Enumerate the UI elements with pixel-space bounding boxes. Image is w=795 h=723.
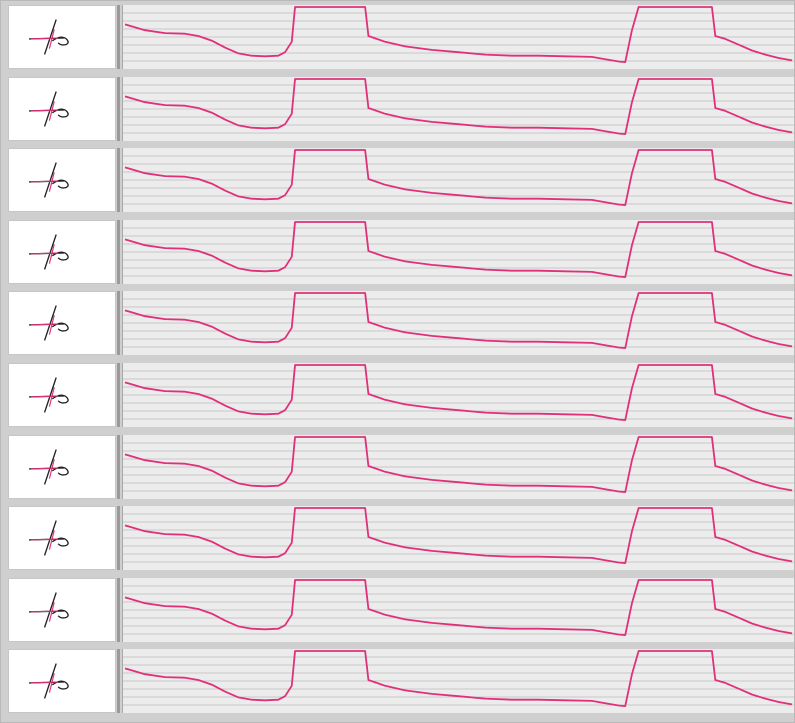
signature-overlay-stroke [30, 673, 59, 694]
signature-icon [29, 19, 69, 55]
signature-icon [29, 448, 69, 485]
signature-stroke [29, 448, 69, 485]
signature-row [5, 76, 794, 141]
pressure-chart [123, 77, 794, 135]
signature-icon [29, 90, 69, 127]
pressure-chart [123, 149, 794, 207]
row-divider [117, 76, 120, 141]
signature-icon [29, 305, 69, 342]
pressure-plot [122, 506, 794, 571]
pressure-chart [123, 507, 794, 565]
signature-row [5, 5, 794, 69]
pressure-plot [122, 76, 794, 141]
row-divider [117, 434, 120, 499]
row-divider [117, 649, 120, 714]
signature-thumbnail [8, 148, 116, 213]
series-line [124, 77, 793, 135]
row-divider [117, 219, 120, 284]
pressure-plot [122, 5, 794, 69]
pressure-chart [123, 650, 794, 708]
signature-row [5, 434, 794, 499]
series-line [124, 220, 793, 278]
signature-stroke [29, 90, 69, 127]
signature-overlay-stroke [30, 458, 59, 479]
pressure-plot [122, 363, 794, 427]
series-line [124, 6, 793, 63]
signature-thumbnail [8, 76, 116, 141]
row-divider [117, 291, 120, 356]
pressure-chart [123, 6, 794, 63]
signature-row [5, 649, 794, 714]
pressure-plot [122, 577, 794, 642]
series-line [124, 435, 793, 493]
signature-thumbnail [8, 363, 116, 427]
series-line [124, 149, 793, 207]
signature-overlay-stroke [30, 387, 59, 407]
pressure-plot [122, 148, 794, 213]
series-line [124, 364, 793, 421]
signature-overlay-stroke [30, 29, 59, 49]
signature-row [5, 291, 794, 356]
signature-row [5, 148, 794, 213]
signature-overlay-stroke [30, 315, 59, 336]
signature-stroke [29, 592, 69, 628]
pressure-plot [122, 649, 794, 714]
signature-overlay-stroke [30, 601, 59, 622]
row-divider [117, 5, 120, 69]
row-divider [117, 577, 120, 642]
series-line [124, 507, 793, 565]
signature-row [5, 577, 794, 642]
pressure-plot [122, 219, 794, 284]
series-line [124, 578, 793, 636]
signature-stroke [29, 663, 69, 700]
signature-overlay-stroke [30, 172, 59, 192]
signature-stroke [29, 520, 69, 556]
signature-icon [29, 520, 69, 556]
row-divider [117, 148, 120, 213]
signature-overlay-stroke [30, 243, 59, 264]
signature-icon [29, 592, 69, 628]
pressure-chart [123, 435, 794, 493]
pressure-plot [122, 434, 794, 499]
signature-row [5, 506, 794, 571]
signature-row [5, 219, 794, 284]
pressure-chart [123, 364, 794, 421]
signature-overlay-stroke [30, 100, 59, 121]
signature-thumbnail [8, 506, 116, 571]
signature-icon [29, 162, 69, 198]
signature-icon [29, 234, 69, 270]
signature-stroke [29, 305, 69, 342]
signature-thumbnail [8, 577, 116, 642]
signature-row [5, 363, 794, 427]
pressure-plot [122, 291, 794, 356]
pressure-chart [123, 578, 794, 636]
pressure-chart [123, 292, 794, 350]
row-divider [117, 363, 120, 427]
signature-stroke [29, 234, 69, 270]
signature-thumbnail [8, 291, 116, 356]
signature-stroke [29, 19, 69, 55]
signature-icon [29, 663, 69, 700]
row-divider [117, 506, 120, 571]
signature-thumbnail [8, 434, 116, 499]
signature-icon [29, 377, 69, 413]
signature-thumbnail [8, 649, 116, 714]
signature-stroke [29, 162, 69, 198]
pressure-chart [123, 220, 794, 278]
signature-thumbnail [8, 219, 116, 284]
signature-stroke [29, 377, 69, 413]
series-line [124, 292, 793, 350]
signature-thumbnail [8, 5, 116, 69]
series-line [124, 650, 793, 708]
signature-overlay-stroke [30, 530, 59, 550]
